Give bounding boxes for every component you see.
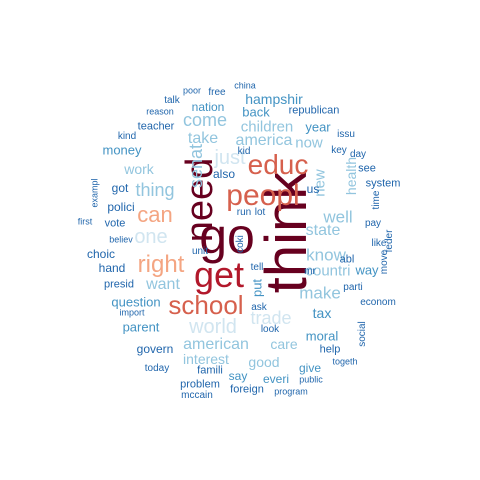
cloud-word-issu: issu bbox=[337, 129, 355, 140]
cloud-word-way: way bbox=[355, 262, 379, 278]
cloud-word-look: look bbox=[260, 324, 280, 335]
cloud-word-tax: tax bbox=[312, 305, 332, 321]
cloud-word-back: back bbox=[242, 104, 270, 120]
cloud-word-moral: moral bbox=[305, 328, 339, 344]
cloud-word-just: just bbox=[214, 147, 246, 169]
cloud-word-one: one bbox=[134, 226, 168, 248]
cloud-word-key: key bbox=[331, 145, 347, 156]
cloud-word-hampshir: hampshir bbox=[245, 91, 303, 107]
cloud-word-everi: everi bbox=[262, 372, 290, 386]
cloud-word-thing: thing bbox=[135, 180, 175, 200]
cloud-word-give: give bbox=[298, 361, 322, 375]
cloud-word-feder: feder bbox=[384, 229, 395, 253]
cloud-word-work: work bbox=[124, 161, 154, 177]
cloud-word-day: day bbox=[349, 149, 367, 160]
cloud-word-kind: kind bbox=[117, 131, 137, 142]
cloud-word-govern: govern bbox=[136, 342, 174, 356]
cloud-word-problem: problem bbox=[180, 378, 220, 391]
cloud-word-exampl: exampl bbox=[89, 178, 100, 208]
cloud-word-peopl: peopl bbox=[226, 179, 300, 212]
cloud-word-system: system bbox=[365, 177, 401, 190]
cloud-word-first: first bbox=[77, 216, 93, 227]
cloud-word-put: put bbox=[249, 278, 265, 298]
cloud-word-know: know bbox=[306, 245, 346, 265]
cloud-word-ask: ask bbox=[251, 302, 267, 313]
cloud-word-interest: interest bbox=[183, 351, 229, 367]
cloud-word-trade: trade bbox=[250, 308, 292, 328]
cloud-word-see: see bbox=[358, 162, 376, 175]
cloud-word-today: today bbox=[144, 363, 170, 374]
cloud-word-good: good bbox=[248, 354, 280, 370]
cloud-word-also: also bbox=[212, 167, 236, 181]
cloud-word-reason: reason bbox=[146, 106, 174, 117]
cloud-word-pay: pay bbox=[364, 218, 382, 229]
cloud-word-question: question bbox=[111, 294, 161, 310]
cloud-word-make: make bbox=[299, 283, 341, 303]
cloud-word-can: can bbox=[137, 202, 173, 227]
cloud-word-presid: presid bbox=[104, 278, 134, 291]
cloud-word-help: help bbox=[319, 343, 341, 356]
cloud-word-free: free bbox=[208, 87, 226, 98]
cloud-word-econom: econom bbox=[360, 297, 396, 308]
cloud-word-foreign: foreign bbox=[230, 383, 264, 396]
cloud-word-take: take bbox=[187, 130, 219, 147]
cloud-word-believ: believ bbox=[109, 234, 133, 245]
cloud-word-right: right bbox=[137, 251, 185, 278]
cloud-word-lot: lot bbox=[254, 207, 266, 218]
cloud-word-teacher: teacher bbox=[137, 120, 175, 133]
cloud-word-parti: parti bbox=[343, 282, 363, 293]
cloud-word-move: move bbox=[379, 249, 390, 275]
cloud-word-now: now bbox=[295, 134, 323, 152]
cloud-word-hand: hand bbox=[98, 261, 126, 275]
cloud-word-well: well bbox=[323, 207, 353, 227]
cloud-word-togeth: togeth bbox=[332, 356, 358, 367]
cloud-word-world: world bbox=[189, 316, 237, 338]
cloud-word-health: health bbox=[343, 156, 359, 196]
cloud-word-mccain: mccain bbox=[181, 390, 213, 401]
cloud-word-program: program bbox=[274, 386, 308, 397]
cloud-word-unit: unit bbox=[191, 246, 209, 257]
cloud-word-want: want bbox=[146, 276, 180, 293]
cloud-word-like: like bbox=[371, 238, 387, 249]
cloud-word-children: children bbox=[240, 118, 294, 136]
cloud-word-nation: nation bbox=[191, 100, 225, 114]
cloud-word-kid: kid bbox=[237, 146, 251, 157]
cloud-word-abl: abl bbox=[339, 253, 355, 266]
cloud-word-choic: choic bbox=[86, 247, 116, 261]
cloud-word-get: get bbox=[193, 254, 245, 295]
cloud-word-got: got bbox=[111, 181, 129, 195]
cloud-word-say: say bbox=[228, 369, 248, 383]
cloud-word-parent: parent bbox=[122, 319, 160, 335]
cloud-word-year: year bbox=[305, 119, 331, 135]
cloud-word-run: run bbox=[236, 207, 252, 218]
cloud-word-countri: countri bbox=[305, 262, 351, 280]
cloud-word-social: social bbox=[357, 321, 368, 347]
cloud-word-come: come bbox=[182, 110, 228, 130]
cloud-word-china: china bbox=[234, 80, 256, 91]
cloud-word-public: public bbox=[299, 374, 323, 385]
cloud-word-senat: senat bbox=[186, 143, 206, 189]
cloud-word-go: go bbox=[199, 208, 255, 264]
cloud-word-american: american bbox=[183, 336, 249, 353]
cloud-word-school: school bbox=[168, 290, 244, 320]
cloud-word-republican: republican bbox=[288, 104, 340, 117]
cloud-word-vote: vote bbox=[104, 217, 126, 230]
cloud-word-coki: coki bbox=[235, 235, 246, 253]
cloud-word-state: state bbox=[305, 222, 341, 239]
cloud-word-care: care bbox=[270, 336, 298, 352]
cloud-word-talk: talk bbox=[164, 95, 180, 106]
cloud-word-money: money bbox=[102, 142, 142, 158]
cloud-word-tell: tell bbox=[250, 262, 264, 273]
cloud-word-educ: educ bbox=[247, 149, 309, 180]
cloud-word-polici: polici bbox=[107, 200, 135, 214]
cloud-word-import: import bbox=[119, 307, 145, 318]
cloud-word-famili: famili bbox=[197, 364, 223, 377]
cloud-word-poor: poor bbox=[182, 85, 202, 96]
cloud-word-mr: mr bbox=[304, 266, 316, 277]
cloud-word-time: time bbox=[371, 190, 382, 210]
cloud-word-america: america bbox=[235, 132, 293, 149]
cloud-word-us: us bbox=[306, 182, 320, 196]
